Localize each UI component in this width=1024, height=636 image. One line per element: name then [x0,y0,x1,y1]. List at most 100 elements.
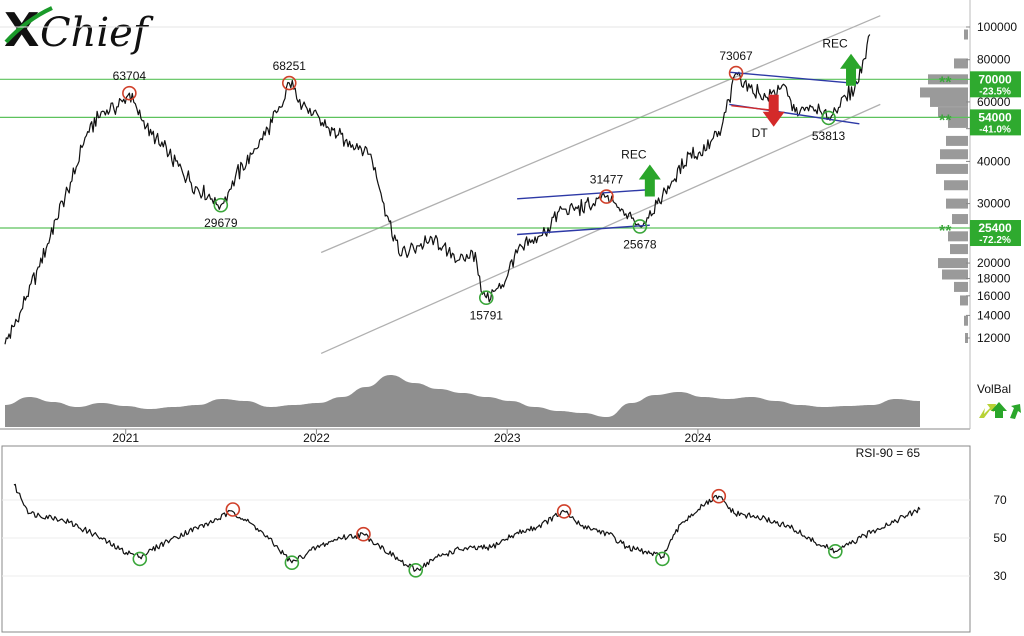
volume-profile-bar-15 [938,258,968,269]
rsi-low-marker-3 [655,551,670,567]
low-marker-29679 [213,197,229,213]
volume-area [5,375,920,427]
logo-word: Chief [40,10,154,56]
level-value-70000: 70000 [978,72,1012,86]
buy-arrow-0 [638,164,661,197]
volume-profile-bar-18 [960,295,968,306]
volume-profile-bar-9 [936,163,968,174]
y-tick-label-14000: 14000 [977,308,1011,322]
volume-profile-bar-0 [964,29,968,40]
high-label-63704: 63704 [113,69,147,83]
pattern-line-2 [729,71,858,85]
rsi-tick-label-50: 50 [993,531,1007,545]
channel-line-0 [320,15,881,254]
price-y-axis: 1000008000060000500004000030000200001800… [966,20,1017,345]
rsi-high-marker-2 [556,504,572,519]
volume-profile-bar-19 [964,315,968,326]
rsi-tick-label-70: 70 [993,493,1007,507]
level-box-70000 [970,71,1021,98]
y-tick-label-16000: 16000 [977,289,1011,303]
support-resistance-levels [0,78,970,229]
high-label-73067: 73067 [719,49,753,63]
rsi-high-marker-1 [356,526,371,542]
price-line [4,34,871,345]
volume-profile-bar-16 [942,269,968,280]
rsi-low-marker-2 [408,562,424,578]
x-tick-label-2022: 2022 [303,431,330,445]
high-marker-31477 [599,189,614,204]
high-label-31477: 31477 [590,173,624,187]
volume-profile-bar-7 [946,135,968,146]
rsi-low-marker-4 [828,543,843,559]
volume-profile-bar-10 [944,180,968,191]
volume-profile-bar-5 [938,107,968,118]
level-box-25400 [970,220,1021,247]
level-value-54000: 54000 [978,110,1012,124]
volbal-label: VolBal [977,382,1011,396]
rsi-high-marker-0 [225,502,241,517]
buy-arrow-1 [840,53,863,86]
y-tick-label-60000: 60000 [977,95,1011,109]
rsi-tick-label-30: 30 [993,569,1007,583]
rsi-title: RSI-90 = 65 [856,446,921,460]
level-pct-25400: -72.2% [979,235,1011,246]
rsi-panel: RSI-90 = 65 70 50 30 [2,446,1007,583]
price-extreme-markers: 63704 68251 31477 73067 29679 15791 25678 53813 [113,49,846,323]
pattern-line-1 [517,224,650,236]
y-tick-label-40000: 40000 [977,154,1011,168]
low-label-53813: 53813 [812,129,846,143]
volume-profile-bar-6 [948,117,968,128]
signal-arrows: REC REC DT [621,37,863,197]
low-label-29679: 29679 [204,216,238,230]
x-axis-labels: 2021 2022 2023 2024 [112,429,712,445]
volbal-arrow-up-right-icon [979,404,996,418]
rsi-low-marker-0 [132,551,148,567]
rsi-low-marker-1 [284,555,300,571]
pattern-line-0 [517,188,650,200]
volbal-arrow-up-icon [991,402,1007,418]
level-marker-25400: ** [939,223,952,240]
logo-mark: X [4,3,39,57]
volume-profile-bar-11 [946,198,968,209]
y-tick-label-100000: 100000 [977,20,1017,34]
level-box-54000 [970,109,1021,136]
x-tick-label-2024: 2024 [685,431,712,445]
high-label-68251: 68251 [273,59,307,73]
low-marker-53813 [821,110,836,126]
high-marker-73067 [728,65,744,81]
volume-profile-bar-12 [952,214,968,225]
level-marker-70000: ** [939,74,952,91]
volbal-legend: VolBal [977,382,1021,419]
low-label-15791: 15791 [470,309,504,323]
volbal-arrow-up-left-icon [1010,404,1021,419]
xchief-logo: X Chief [4,3,154,57]
high-marker-63704 [122,85,137,101]
pattern-lines [517,71,860,236]
y-tick-label-20000: 20000 [977,256,1011,270]
high-marker-68251 [281,75,297,91]
volume-profile-bar-13 [948,231,968,242]
rsi-panel-frame [1,445,971,633]
level-value-25400: 25400 [978,221,1012,235]
low-marker-15791 [478,290,494,306]
volume-profile-bar-3 [920,87,968,98]
y-tick-label-80000: 80000 [977,53,1011,67]
level-marker-54000: ** [939,112,952,129]
low-label-25678: 25678 [623,237,657,251]
rsi-high-marker-3 [711,488,727,504]
logo-swoosh [4,6,53,44]
volume-panel [5,375,920,427]
y-tick-label-18000: 18000 [977,272,1011,286]
price-line-group [4,34,871,345]
volume-profile-bar-8 [940,149,968,160]
level-pct-54000: -41.0% [979,124,1011,135]
x-tick-label-2023: 2023 [494,431,521,445]
volume-profile-bar-1 [954,58,968,69]
volume-profile-bar-14 [950,244,968,255]
signal-label-1: REC [822,37,848,51]
x-tick-label-2021: 2021 [112,431,139,445]
y-tick-label-12000: 12000 [977,331,1011,345]
level-pct-70000: -23.5% [979,86,1011,97]
level-labels: ** 70000-23.5% ** 54000-41.0% ** 25400-72.2% [939,71,1021,247]
sell-arrow-2 [762,94,785,127]
